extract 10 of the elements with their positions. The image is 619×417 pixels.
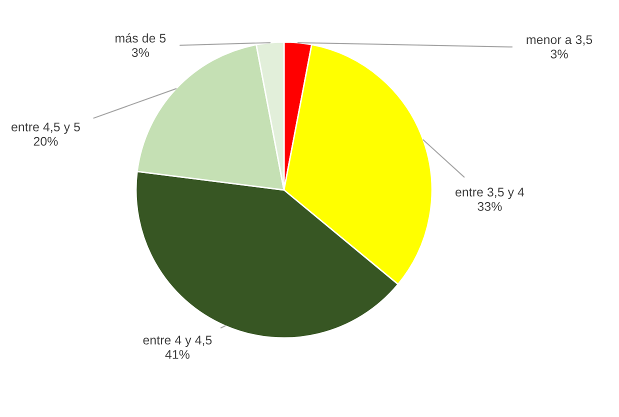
data-label: 33% bbox=[478, 202, 502, 211]
slice-label: entre 4,5 y 5 bbox=[12, 122, 80, 134]
slice-label: entre 3,5 y 4 bbox=[456, 188, 524, 199]
slice-label: entre 4 y 4,5 bbox=[143, 336, 212, 347]
data-label: 20% bbox=[34, 136, 58, 146]
slice-label: más de 5 bbox=[116, 33, 166, 43]
data-label: 41% bbox=[165, 350, 190, 359]
slice-label: menor a 3,5 bbox=[526, 35, 592, 46]
data-label: 3% bbox=[550, 50, 568, 58]
data-label: 3% bbox=[132, 48, 150, 57]
